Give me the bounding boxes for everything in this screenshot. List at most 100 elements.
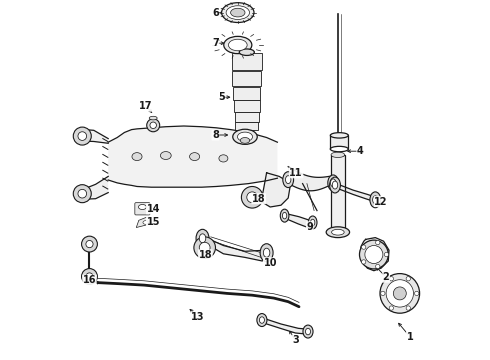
Polygon shape <box>108 126 277 187</box>
Ellipse shape <box>233 129 257 144</box>
Ellipse shape <box>332 229 344 235</box>
Circle shape <box>406 306 411 310</box>
Bar <box>330 135 348 149</box>
Ellipse shape <box>330 179 336 187</box>
Text: 14: 14 <box>147 204 160 214</box>
Circle shape <box>362 245 366 249</box>
Polygon shape <box>261 318 310 334</box>
Ellipse shape <box>226 6 249 19</box>
Polygon shape <box>360 238 389 271</box>
Ellipse shape <box>263 248 270 257</box>
Circle shape <box>393 287 406 300</box>
Bar <box>235 122 258 130</box>
Ellipse shape <box>196 229 209 247</box>
Bar <box>233 87 261 100</box>
Ellipse shape <box>240 138 250 143</box>
Circle shape <box>376 264 380 269</box>
Ellipse shape <box>221 3 254 22</box>
Polygon shape <box>288 167 333 191</box>
Circle shape <box>86 240 93 248</box>
Polygon shape <box>82 176 108 199</box>
Ellipse shape <box>332 181 338 189</box>
Circle shape <box>81 269 98 284</box>
Ellipse shape <box>259 317 265 323</box>
Ellipse shape <box>370 192 381 208</box>
Ellipse shape <box>238 132 252 141</box>
Ellipse shape <box>199 234 206 243</box>
Bar <box>331 155 345 232</box>
Polygon shape <box>136 217 152 228</box>
Ellipse shape <box>224 36 252 54</box>
Text: 8: 8 <box>212 130 219 140</box>
Text: 4: 4 <box>357 146 364 156</box>
Polygon shape <box>284 213 314 228</box>
Ellipse shape <box>228 39 247 51</box>
Text: 18: 18 <box>252 194 266 204</box>
Text: 13: 13 <box>191 312 204 322</box>
Ellipse shape <box>330 177 341 193</box>
Text: 10: 10 <box>264 258 277 268</box>
Ellipse shape <box>372 196 378 204</box>
Text: 7: 7 <box>212 38 219 48</box>
Circle shape <box>381 291 385 296</box>
Circle shape <box>150 122 156 129</box>
Circle shape <box>389 276 393 281</box>
Polygon shape <box>202 236 270 261</box>
Circle shape <box>380 274 419 313</box>
Ellipse shape <box>257 314 267 327</box>
Text: 12: 12 <box>374 197 388 207</box>
Ellipse shape <box>219 155 228 162</box>
Ellipse shape <box>282 212 287 219</box>
Polygon shape <box>261 173 290 207</box>
Ellipse shape <box>149 116 157 120</box>
Text: 6: 6 <box>212 8 219 18</box>
Text: 3: 3 <box>292 335 299 345</box>
Text: 18: 18 <box>198 250 212 260</box>
Circle shape <box>247 192 258 203</box>
Polygon shape <box>334 183 378 202</box>
Bar <box>234 100 260 112</box>
Circle shape <box>365 246 383 264</box>
Circle shape <box>384 252 389 257</box>
Ellipse shape <box>190 153 199 161</box>
Circle shape <box>389 306 393 310</box>
Ellipse shape <box>132 153 142 161</box>
Circle shape <box>362 260 366 264</box>
Circle shape <box>406 276 411 281</box>
Ellipse shape <box>160 152 171 159</box>
FancyBboxPatch shape <box>135 203 150 215</box>
Circle shape <box>386 280 414 307</box>
Bar <box>232 71 261 86</box>
Text: 9: 9 <box>306 222 313 232</box>
Ellipse shape <box>283 172 294 188</box>
Text: 11: 11 <box>290 168 303 178</box>
Circle shape <box>81 236 98 252</box>
Ellipse shape <box>280 209 289 222</box>
Ellipse shape <box>303 325 313 338</box>
Circle shape <box>415 291 419 296</box>
Ellipse shape <box>143 221 148 224</box>
Ellipse shape <box>331 152 345 158</box>
Text: 17: 17 <box>139 101 153 111</box>
Circle shape <box>86 273 93 280</box>
Ellipse shape <box>326 227 349 238</box>
Text: 5: 5 <box>218 92 225 102</box>
Circle shape <box>199 242 210 253</box>
Ellipse shape <box>139 204 147 210</box>
Circle shape <box>360 240 388 269</box>
Ellipse shape <box>239 49 254 55</box>
Polygon shape <box>80 130 108 143</box>
Circle shape <box>194 237 216 258</box>
Circle shape <box>147 119 160 132</box>
Text: 1: 1 <box>407 332 413 342</box>
Ellipse shape <box>330 147 348 152</box>
Ellipse shape <box>330 133 348 138</box>
Circle shape <box>78 189 87 198</box>
Ellipse shape <box>286 176 291 184</box>
Bar <box>235 112 259 122</box>
Circle shape <box>242 186 263 208</box>
Ellipse shape <box>260 244 273 262</box>
Ellipse shape <box>308 216 317 229</box>
Text: 2: 2 <box>383 272 390 282</box>
Ellipse shape <box>305 328 311 335</box>
